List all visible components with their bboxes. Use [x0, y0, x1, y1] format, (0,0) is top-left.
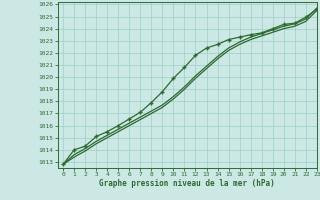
X-axis label: Graphe pression niveau de la mer (hPa): Graphe pression niveau de la mer (hPa)	[99, 179, 275, 188]
